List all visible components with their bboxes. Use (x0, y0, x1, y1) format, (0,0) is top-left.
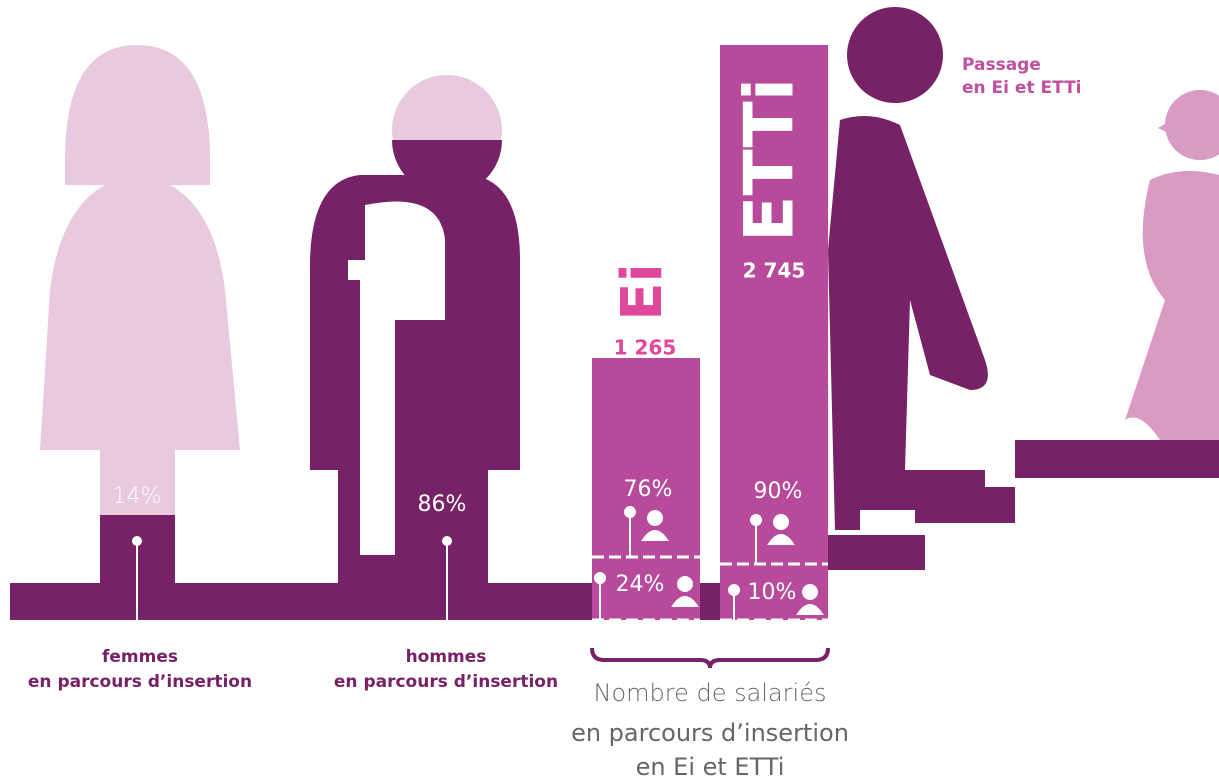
men-percent: 86% (418, 492, 467, 517)
passage-title: Passage (962, 55, 1041, 75)
ei-bar (592, 358, 700, 620)
woman-figure (40, 45, 240, 515)
dividers (592, 555, 828, 622)
women-sublabel: en parcours d’insertion (28, 672, 252, 692)
brace (590, 647, 830, 669)
caption-line: en Ei et ETTi (636, 753, 785, 779)
etti-women-percent: 10% (748, 580, 797, 605)
caption-line: Nombre de salariés (593, 679, 826, 707)
pointer-dot (442, 536, 452, 546)
stair (828, 535, 925, 570)
etti-count: 2 745 (743, 259, 806, 283)
women-label: femmes (102, 647, 178, 667)
passage-subtitle: en Ei et ETTi (962, 78, 1082, 98)
bar-pointers (594, 506, 824, 620)
pointer-dot (132, 536, 142, 546)
ei-logo: Ei (610, 263, 675, 320)
ei-count: 1 265 (614, 336, 677, 360)
men-sublabel: en parcours d’insertion (334, 672, 558, 692)
ei-men-percent: 76% (624, 477, 673, 502)
walking-man (828, 7, 988, 530)
etti-men-percent: 90% (754, 479, 803, 504)
ei-women-percent: 24% (616, 572, 665, 597)
etti-logo: ETTi (731, 78, 810, 242)
man-cutout (348, 201, 445, 556)
walking-woman (1125, 90, 1219, 440)
men-label: hommes (406, 647, 487, 667)
caption-line: en parcours d’insertion (571, 719, 849, 747)
stair (1015, 440, 1219, 478)
women-percent: 14% (113, 484, 162, 509)
